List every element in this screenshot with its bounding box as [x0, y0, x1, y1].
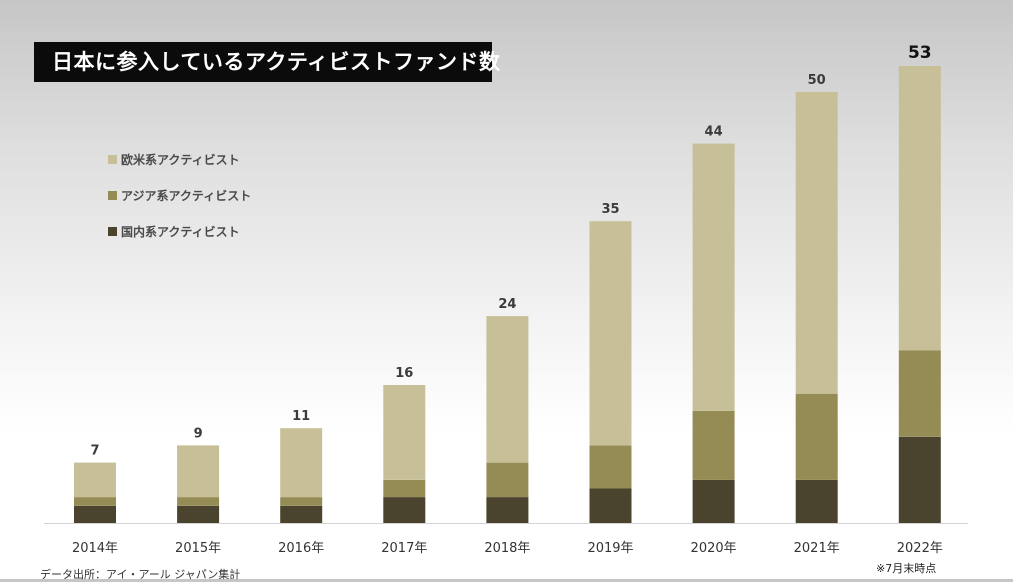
- bar-segment-western-3: [383, 385, 426, 480]
- total-label-0: 7: [90, 444, 99, 459]
- bar-segment-domestic-3: [383, 497, 426, 523]
- legend-label-domestic: 国内系アクティビスト: [121, 224, 240, 239]
- bar-segment-domestic-0: [74, 505, 116, 523]
- bar-segment-asian-2: [280, 497, 323, 506]
- category-label-3: 2017年: [381, 541, 427, 556]
- legend-swatch-western: [108, 154, 117, 164]
- bar-segment-western-2: [280, 428, 323, 498]
- footnote: ※7月末時点: [876, 562, 937, 575]
- legend-item-domestic: 国内系アクティビスト: [108, 222, 251, 240]
- bar-segment-asian-7: [795, 393, 838, 480]
- bar-segment-domestic-6: [692, 479, 735, 523]
- chart-title: 日本に参入しているアクティビストファンド数: [34, 42, 500, 82]
- bar-segment-western-4: [486, 316, 529, 463]
- total-label-4: 24: [498, 297, 516, 312]
- data-source-note: データ出所：アイ・アール ジャパン集計: [40, 568, 241, 581]
- category-label-1: 2015年: [175, 541, 221, 556]
- total-label-3: 16: [395, 366, 413, 381]
- bar-segment-domestic-4: [486, 497, 529, 523]
- total-label-1: 9: [194, 426, 203, 441]
- bar-segment-asian-3: [383, 479, 426, 498]
- bar-segment-domestic-1: [177, 505, 220, 523]
- bar-segment-western-1: [177, 445, 220, 498]
- bar-segment-asian-8: [898, 350, 941, 437]
- total-label-7: 50: [808, 73, 826, 88]
- legend-label-western: 欧米系アクティビスト: [121, 152, 240, 167]
- bar-segment-asian-1: [177, 497, 220, 506]
- total-label-6: 44: [705, 125, 723, 140]
- category-label-2: 2016年: [278, 541, 324, 556]
- bar-segment-western-7: [795, 91, 838, 394]
- bar-segment-domestic-2: [280, 505, 323, 523]
- total-label-2: 11: [292, 409, 310, 424]
- bar-segment-domestic-8: [898, 436, 941, 523]
- category-label-8: 2022年: [897, 541, 943, 556]
- legend-item-western: 欧米系アクティビスト: [108, 150, 251, 168]
- bar-segment-asian-5: [589, 445, 632, 489]
- bar-segment-asian-4: [486, 462, 529, 498]
- category-label-4: 2018年: [484, 541, 530, 556]
- category-label-0: 2014年: [72, 541, 118, 556]
- bar-segment-western-0: [74, 462, 116, 498]
- bar-segment-asian-0: [74, 497, 116, 506]
- legend-label-asian: アジア系アクティビスト: [121, 188, 252, 203]
- legend-item-asian: アジア系アクティビスト: [108, 186, 251, 204]
- legend-swatch-asian: [108, 190, 117, 200]
- category-label-5: 2019年: [587, 541, 633, 556]
- category-label-7: 2021年: [794, 541, 840, 556]
- bar-segment-western-6: [692, 143, 735, 411]
- total-label-8: 53: [908, 43, 932, 63]
- bar-segment-western-5: [589, 221, 632, 446]
- legend-swatch-domestic: [108, 226, 117, 236]
- bar-segment-asian-6: [692, 410, 735, 480]
- bar-segment-domestic-5: [589, 488, 632, 523]
- total-label-5: 35: [601, 202, 619, 217]
- bar-segment-domestic-7: [795, 479, 838, 523]
- chart-legend: 欧米系アクティビスト アジア系アクティビスト 国内系アクティビスト: [108, 150, 251, 258]
- bar-segment-western-8: [898, 66, 941, 351]
- category-label-6: 2020年: [691, 541, 737, 556]
